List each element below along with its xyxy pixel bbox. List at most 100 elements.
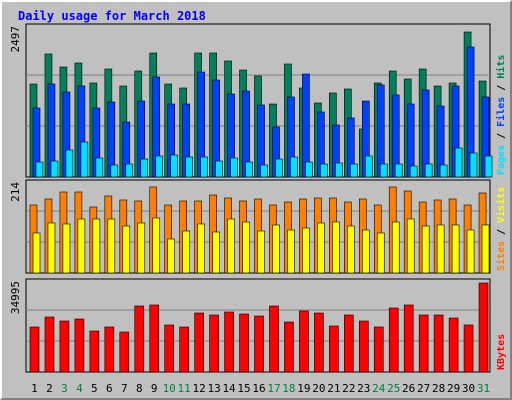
bar-visits-day-29 xyxy=(451,224,460,274)
bar-pages-day-17 xyxy=(275,158,283,178)
bar-kbytes-day-19 xyxy=(299,310,309,373)
x-tick-label-day-6: 6 xyxy=(106,382,113,395)
bar-visits-day-23 xyxy=(361,229,370,274)
bar-pages-day-2 xyxy=(50,160,59,178)
bar-visits-day-10 xyxy=(167,238,176,274)
bar-pages-day-28 xyxy=(439,164,448,178)
bar-visits-day-2 xyxy=(47,222,56,274)
x-tick-label-day-9: 9 xyxy=(151,382,158,395)
bar-pages-day-10 xyxy=(170,154,179,178)
bar-kbytes-day-28 xyxy=(433,314,444,373)
x-tick-label-day-20: 20 xyxy=(312,382,325,395)
bar-pages-day-4 xyxy=(80,141,89,178)
bar-kbytes-day-24 xyxy=(373,326,384,373)
bar-visits-day-16 xyxy=(257,230,265,274)
bar-pages-day-23 xyxy=(364,155,373,178)
bar-kbytes-day-10 xyxy=(164,324,175,373)
bar-pages-day-22 xyxy=(350,163,358,178)
bar-visits-day-27 xyxy=(421,225,430,274)
bar-pages-day-31 xyxy=(484,155,493,178)
bar-kbytes-day-1 xyxy=(29,326,40,373)
bar-pages-day-1 xyxy=(35,161,44,178)
x-tick-label-day-28: 28 xyxy=(432,382,445,395)
x-tick-label-day-13: 13 xyxy=(207,382,220,395)
bar-kbytes-day-5 xyxy=(89,330,100,373)
bar-pages-day-26 xyxy=(409,165,418,178)
bar-pages-day-13 xyxy=(215,160,223,178)
bar-kbytes-day-26 xyxy=(403,304,414,373)
bar-visits-day-7 xyxy=(122,225,131,274)
legend-label-hits_files_pages: Pages / Files / Hits xyxy=(495,55,507,175)
bar-visits-day-17 xyxy=(272,224,280,274)
bar-kbytes-day-9 xyxy=(149,304,160,373)
bar-kbytes-day-22 xyxy=(344,314,354,373)
bar-kbytes-day-18 xyxy=(284,321,294,373)
bar-visits-day-26 xyxy=(406,218,415,274)
bar-pages-day-30 xyxy=(469,152,478,178)
bar-kbytes-day-4 xyxy=(74,318,85,373)
x-tick-label-day-23: 23 xyxy=(357,382,370,395)
bar-kbytes-day-25 xyxy=(388,307,399,373)
bar-pages-day-3 xyxy=(65,149,74,178)
bar-pages-day-16 xyxy=(260,164,268,178)
bar-files-day-19 xyxy=(302,73,310,178)
bar-visits-day-28 xyxy=(436,224,445,274)
legend-part-2: Files xyxy=(495,97,507,127)
bar-visits-day-31 xyxy=(481,224,490,274)
legend-part-1: / xyxy=(496,127,507,145)
x-tick-label-day-7: 7 xyxy=(121,382,128,395)
bar-kbytes-day-16 xyxy=(254,315,264,373)
bar-pages-day-18 xyxy=(290,156,298,178)
x-tick-label-day-16: 16 xyxy=(252,382,265,395)
bar-visits-day-20 xyxy=(317,222,325,274)
x-tick-label-day-19: 19 xyxy=(297,382,310,395)
bar-pages-day-27 xyxy=(424,163,433,178)
legend-part-1: / xyxy=(496,223,507,241)
bar-visits-day-24 xyxy=(376,232,385,274)
x-tick-label-day-14: 14 xyxy=(222,382,236,395)
x-tick-label-day-30: 30 xyxy=(462,382,475,395)
x-tick-label-day-21: 21 xyxy=(327,382,340,395)
bar-kbytes-day-11 xyxy=(179,326,189,373)
x-tick-label-day-3: 3 xyxy=(61,382,68,395)
bar-kbytes-day-27 xyxy=(418,314,429,373)
bar-visits-day-15 xyxy=(242,221,250,274)
legend-part-0: Pages xyxy=(496,145,507,175)
bar-pages-day-9 xyxy=(155,155,164,178)
y-max-label-sites_visits: 214 xyxy=(9,182,22,202)
x-tick-label-day-27: 27 xyxy=(417,382,430,395)
bar-pages-day-14 xyxy=(230,157,238,178)
bar-kbytes-day-12 xyxy=(194,312,204,373)
y-max-label-hits_files_pages: 2497 xyxy=(9,26,22,53)
bar-pages-day-7 xyxy=(125,163,134,178)
x-tick-label-day-15: 15 xyxy=(237,382,250,395)
bar-pages-day-29 xyxy=(454,147,463,178)
bar-kbytes-day-29 xyxy=(448,317,459,373)
bar-kbytes-day-14 xyxy=(224,311,234,373)
bar-visits-day-18 xyxy=(287,229,295,274)
bar-visits-day-12 xyxy=(197,223,205,274)
bar-visits-day-9 xyxy=(152,217,161,274)
bar-pages-day-8 xyxy=(140,158,149,178)
legend-label-kbytes: KBytes xyxy=(496,334,507,370)
bar-kbytes-day-13 xyxy=(209,314,219,373)
bar-kbytes-day-20 xyxy=(314,312,324,373)
bar-pages-day-6 xyxy=(110,164,119,178)
bar-visits-day-5 xyxy=(92,218,101,274)
bar-pages-day-19 xyxy=(305,161,313,178)
x-tick-label-day-8: 8 xyxy=(136,382,143,395)
bar-pages-day-25 xyxy=(394,163,403,178)
bar-kbytes-day-23 xyxy=(358,320,369,373)
bar-visits-day-8 xyxy=(137,222,146,274)
bar-visits-day-21 xyxy=(332,221,340,274)
x-tick-label-day-25: 25 xyxy=(387,382,400,395)
bar-kbytes-day-6 xyxy=(104,326,115,373)
x-tick-label-day-18: 18 xyxy=(282,382,295,395)
bar-kbytes-day-31 xyxy=(478,282,489,373)
bar-visits-day-13 xyxy=(212,231,220,274)
x-tick-label-day-1: 1 xyxy=(31,382,38,395)
x-tick-label-day-22: 22 xyxy=(342,382,355,395)
bar-visits-day-3 xyxy=(62,223,71,274)
